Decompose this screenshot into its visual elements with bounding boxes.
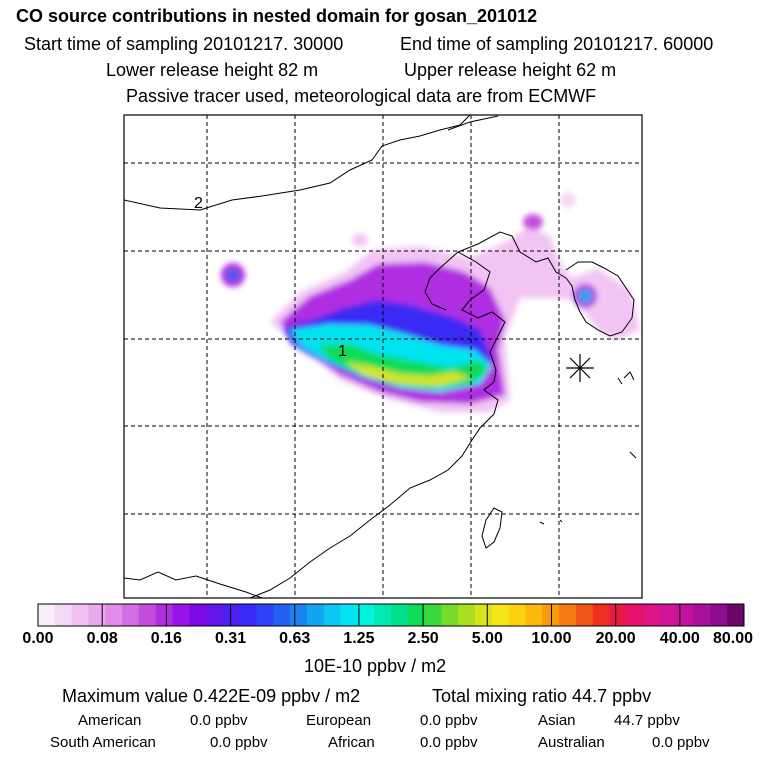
colorbar-cell: [626, 604, 644, 626]
colorbar-cell: [189, 604, 207, 626]
african-value: 0.0 ppbv: [420, 734, 478, 751]
south-american-value: 0.0 ppbv: [210, 734, 268, 751]
colorbar-cell: [155, 604, 173, 626]
colorbar-cell: [407, 604, 426, 626]
european-label: European: [306, 712, 372, 729]
colorbar-cell: [508, 604, 526, 626]
colorbar-cell: [239, 604, 258, 626]
colorbar-cell: [710, 604, 728, 626]
colorbar-cell: [323, 604, 342, 626]
colorbar-cell: [693, 604, 711, 626]
colorbar-cell: [542, 604, 560, 626]
trajectory-label-2: 2: [194, 195, 203, 212]
colorbar-cell: [172, 604, 190, 626]
trajectory-label-1: 1: [338, 343, 347, 360]
grid-lines: [124, 115, 642, 598]
plume-layer: [221, 192, 640, 412]
colorbar-cell: [458, 604, 476, 626]
colorbar-frame: [37, 603, 745, 627]
american-value: 0.0 ppbv: [190, 712, 248, 729]
colorbar-cell: [643, 604, 661, 626]
colorbar-tick-label: 0.00: [22, 630, 54, 647]
colorbar-cell: [273, 604, 291, 626]
colorbar-cell: [659, 604, 678, 626]
australian-value: 0.0 ppbv: [652, 734, 710, 751]
colorbar-cell: [609, 604, 627, 626]
colorbar-tick-label: 80.00: [712, 630, 754, 647]
colorbar-cell: [592, 604, 611, 626]
upper-release-height: Upper release height 62 m: [404, 60, 617, 80]
colorbar-cell: [491, 604, 510, 626]
colorbar-cell: [575, 604, 594, 626]
colorbar: [37, 603, 745, 627]
colorbar-tick-label: 1.25: [343, 630, 375, 647]
colorbar-cell: [138, 604, 157, 626]
colorbar-cell: [727, 604, 745, 626]
colorbar-tick-label: 20.00: [595, 630, 636, 647]
european-value: 0.0 ppbv: [420, 712, 478, 729]
colorbar-cell: [122, 604, 140, 626]
south-american-label: South American: [50, 734, 156, 751]
colorbar-cell: [71, 604, 89, 626]
african-label: African: [328, 734, 375, 751]
colorbar-cell: [256, 604, 274, 626]
lower-release-height: Lower release height 82 m: [106, 60, 319, 80]
colorbar-tick-label: 40.00: [659, 630, 700, 647]
colorbar-tick-label: 10.00: [531, 630, 572, 647]
colorbar-cell: [105, 604, 123, 626]
colorbar-cell: [357, 604, 375, 626]
start-time: Start time of sampling 20101217. 30000: [24, 34, 344, 54]
colorbar-cell: [441, 604, 459, 626]
spot-north: [523, 214, 543, 230]
colorbar-tick-label: 5.00: [471, 630, 503, 647]
colorbar-cell: [374, 604, 392, 626]
colorbar-cell: [290, 604, 308, 626]
total-mixing-ratio: Total mixing ratio 44.7 ppbv: [432, 686, 652, 706]
colorbar-tick-label: 0.63: [279, 630, 311, 647]
end-time: End time of sampling 20101217. 60000: [400, 34, 714, 54]
colorbar-tick-label: 0.31: [214, 630, 247, 647]
australian-label: Australian: [538, 734, 605, 751]
colorbar-cell: [306, 604, 325, 626]
colorbar-cell: [391, 604, 409, 626]
colorbar-unit: 10E-10 ppbv / m2: [304, 656, 447, 676]
american-label: American: [78, 712, 142, 729]
asian-value: 44.7 ppbv: [614, 712, 680, 729]
colorbar-cell: [54, 604, 73, 626]
colorbar-cell: [525, 604, 543, 626]
plume-core: [345, 362, 470, 386]
maximum-value: Maximum value 0.422E-09 ppbv / m2: [62, 686, 361, 706]
colorbar-tick-label: 0.08: [86, 630, 118, 647]
colorbar-cell: [475, 604, 493, 626]
colorbar-cell: [559, 604, 577, 626]
chart-title: CO source contributions in nested domain…: [16, 6, 538, 26]
coastlines: [124, 115, 637, 598]
colorbar-cell: [38, 604, 56, 626]
asian-label: Asian: [538, 712, 576, 729]
colorbar-cell: [424, 604, 442, 626]
tracer-note: Passive tracer used, meteorological data…: [126, 86, 597, 106]
colorbar-cell: [206, 604, 224, 626]
colorbar-cell: [222, 604, 241, 626]
colorbar-cell: [340, 604, 358, 626]
colorbar-tick-label: 2.50: [407, 630, 439, 647]
colorbar-cell: [676, 604, 695, 626]
colorbar-cell: [88, 604, 106, 626]
colorbar-tick-label: 0.16: [150, 630, 182, 647]
receptor-marker: [566, 354, 594, 382]
